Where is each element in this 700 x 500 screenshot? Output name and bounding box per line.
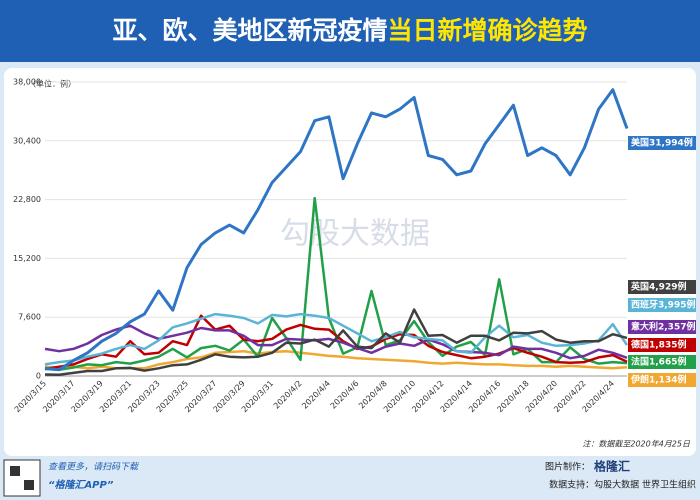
y-axis-label: （单位：例） — [28, 79, 76, 89]
end-label-box — [628, 373, 696, 387]
y-tick-label: 0 — [36, 372, 41, 381]
qr-code — [3, 459, 41, 497]
end-label-box — [628, 298, 696, 312]
header-band — [0, 0, 700, 62]
end-label-box — [628, 320, 696, 334]
brand: 格隆汇 — [594, 459, 630, 474]
y-tick-label: 7,600 — [18, 313, 41, 322]
qr-code — [10, 466, 20, 476]
end-label: 英国4,929例 — [630, 281, 686, 293]
source: 数据支持：勾股大数据 世界卫生组织 — [549, 479, 696, 491]
series-line — [44, 312, 629, 366]
end-label: 法国1,665例 — [631, 356, 686, 368]
chart-title: 亚、欧、美地区新冠疫情当日新增确诊趋势 — [112, 16, 587, 45]
end-label: 伊朗1,134例 — [630, 374, 686, 386]
end-label-box — [628, 136, 696, 150]
series-line — [44, 88, 629, 372]
end-label: 德国1,835例 — [631, 339, 686, 351]
series-line — [44, 349, 628, 370]
chart-panel — [4, 68, 696, 456]
made-by: 图片制作： — [545, 461, 590, 473]
y-tick-label: 15,200 — [13, 254, 41, 263]
end-label-box — [628, 355, 696, 369]
end-label: 西班牙3,995例 — [631, 299, 695, 311]
y-tick-label: 38,000 — [13, 78, 41, 87]
series-line — [44, 314, 628, 371]
end-label-box — [628, 280, 696, 294]
end-label: 意大利2,357例 — [631, 321, 695, 333]
series-line — [44, 308, 628, 377]
y-tick-label: 22,800 — [13, 195, 41, 204]
watermark: 勾股大数据 — [280, 217, 430, 252]
app-name: “格隆汇APP” — [48, 479, 114, 491]
y-tick-label: 30,400 — [13, 136, 41, 145]
qr-code — [24, 480, 34, 490]
end-label-box — [628, 338, 696, 352]
title-part: 亚、欧、美地区新冠疫情 — [112, 16, 387, 45]
scan-hint: 查看更多，请扫码下载 — [48, 462, 139, 473]
title-highlight: 当日新增确诊趋势 — [388, 16, 588, 45]
end-label: 美国31,994例 — [631, 137, 693, 149]
note: 注：数据截至2020年4月25日 — [582, 440, 691, 449]
series-line — [44, 324, 628, 360]
